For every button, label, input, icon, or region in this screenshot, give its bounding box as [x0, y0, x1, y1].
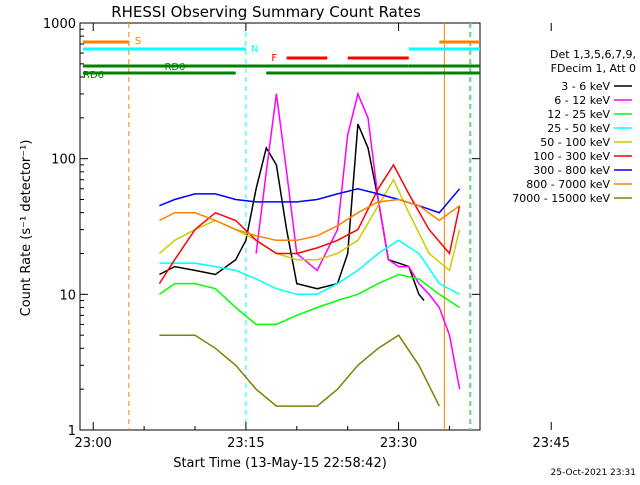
series-line-6	[159, 188, 461, 214]
series-line-1	[255, 91, 461, 390]
legend-entry-6: 300 - 800 keV	[533, 164, 610, 177]
legend-entry-3: 25 - 50 keV	[547, 122, 610, 135]
x-tick-label-0: 23:00	[74, 436, 111, 451]
footer-date: 25-Oct-2021 23:31	[551, 468, 636, 478]
legend-entry-8: 7000 - 15000 keV	[512, 192, 610, 205]
legend-entry-4: 50 - 100 keV	[540, 136, 610, 149]
status-label-rd6: RD6	[83, 70, 104, 81]
axes: 23:0023:1523:3023:4500:0000:1500:3011010…	[43, 17, 570, 451]
y-tick-label-3: 1000	[43, 17, 76, 32]
legend-entry-5: 100 - 300 keV	[533, 150, 610, 163]
series-line-3	[159, 239, 460, 296]
y-axis-label: Count Rate (s⁻¹ detector⁻¹)	[19, 140, 34, 317]
legend: Det 1,3,5,6,7,9,FDecim 1, Att 0 3 - 6 keV…	[512, 48, 636, 205]
legend-entry-0: 3 - 6 keV	[561, 80, 610, 93]
series-line-7	[159, 198, 461, 242]
legend-header-1: FDecim 1, Att 0	[551, 62, 636, 75]
plot-frame	[79, 22, 481, 431]
series-lines	[158, 91, 461, 407]
legend-header-0: Det 1,3,5,6,7,9,	[550, 48, 636, 61]
legend-entry-1: 6 - 12 keV	[554, 94, 610, 107]
status-bars: S N F RD0 RD6	[83, 36, 480, 81]
status-label-s: S	[135, 36, 141, 47]
series-line-4	[158, 178, 461, 272]
x-tick-label-3: 23:45	[533, 436, 570, 451]
x-tick-label-2: 23:30	[380, 436, 417, 451]
status-label-rd0: RD0	[164, 62, 185, 73]
y-tick-label-1: 10	[59, 288, 76, 303]
series-line-2	[158, 273, 461, 326]
series-line-0	[159, 123, 425, 301]
status-label-f: F	[271, 53, 277, 64]
x-axis-label: Start Time (13-May-15 22:58:42)	[173, 456, 387, 471]
legend-entry-7: 800 - 7000 keV	[526, 178, 610, 191]
y-tick-label-0: 1	[68, 424, 76, 439]
x-tick-label-1: 23:15	[227, 436, 264, 451]
y-tick-label-2: 100	[51, 153, 76, 168]
chart-title: RHESSI Observing Summary Count Rates	[111, 3, 421, 21]
vertical-markers	[128, 23, 472, 430]
series-line-8	[159, 334, 440, 407]
status-label-n: N	[251, 44, 258, 55]
legend-entry-2: 12 - 25 keV	[547, 108, 610, 121]
